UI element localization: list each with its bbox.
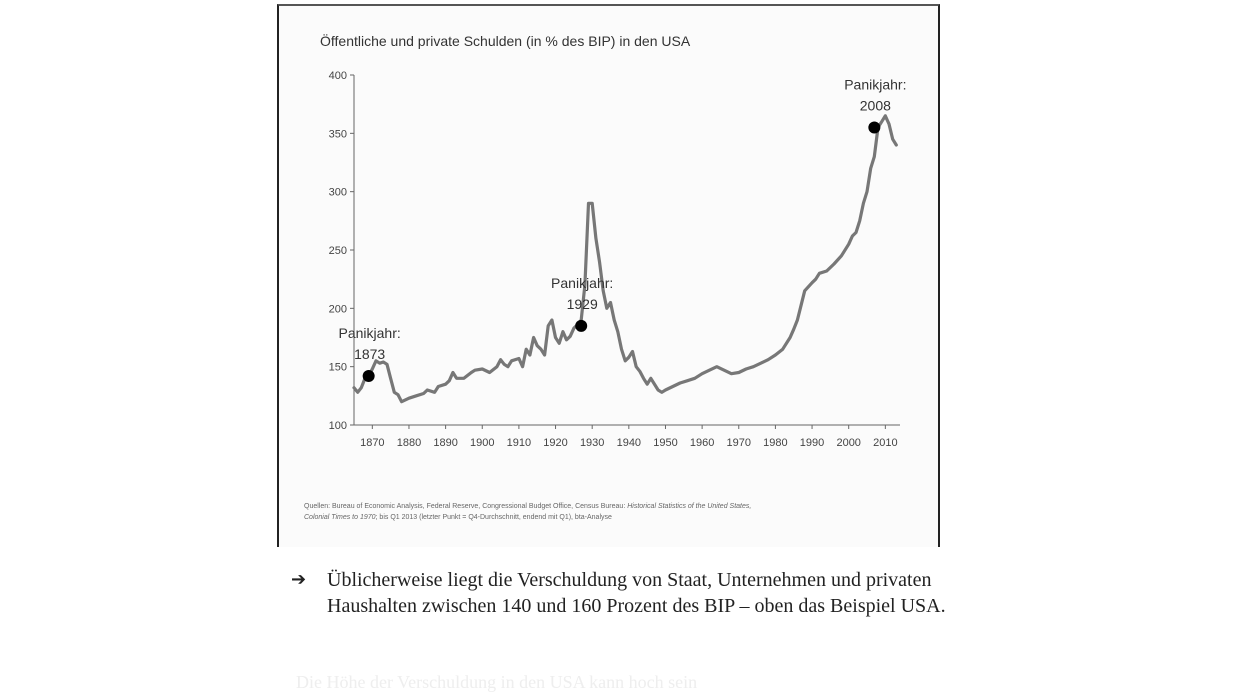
y-tick-label: 100 bbox=[329, 420, 347, 432]
panic-year-marker bbox=[868, 121, 881, 134]
annotation-label: Panikjahr: bbox=[339, 325, 401, 341]
debt-series-line bbox=[352, 114, 898, 404]
x-tick-label: 1960 bbox=[690, 437, 714, 449]
faded-next-paragraph: Die Höhe der Verschuldung in den USA kan… bbox=[296, 672, 698, 692]
x-tick-label: 2010 bbox=[873, 437, 897, 449]
chart-title: Öffentliche und private Schulden (in % d… bbox=[320, 33, 691, 49]
annotation-year: 1873 bbox=[354, 346, 385, 362]
chart-sources: Quellen: Bureau of Economic Analysis, Fe… bbox=[304, 501, 904, 523]
sources-prefix: Quellen: Bureau of Economic Analysis, Fe… bbox=[304, 503, 628, 510]
y-tick-label: 350 bbox=[329, 128, 347, 140]
chart-frame bbox=[277, 4, 940, 547]
x-tick-label: 1900 bbox=[470, 437, 494, 449]
x-tick-label: 1970 bbox=[727, 437, 751, 449]
panic-year-marker bbox=[575, 319, 588, 332]
y-tick-label: 400 bbox=[329, 70, 347, 82]
y-tick-label: 300 bbox=[329, 187, 347, 199]
annotation-year: 2008 bbox=[860, 98, 891, 114]
y-tick-label: 150 bbox=[329, 362, 347, 374]
x-tick-label: 1930 bbox=[580, 437, 604, 449]
y-tick-label: 200 bbox=[329, 303, 347, 315]
x-tick-label: 1950 bbox=[653, 437, 677, 449]
sources-subtitle-italic: Colonial Times to 1970 bbox=[304, 514, 376, 521]
x-tick-label: 1920 bbox=[543, 437, 567, 449]
annotation-label: Panikjahr: bbox=[551, 275, 613, 291]
caption-text: Üblicherweise liegt die Verschuldung von… bbox=[327, 569, 946, 617]
x-tick-label: 1980 bbox=[763, 437, 787, 449]
sources-suffix: ; bis Q1 2013 (letzter Punkt = Q4-Durchs… bbox=[375, 514, 612, 521]
x-tick-label: 1990 bbox=[800, 437, 824, 449]
x-tick-label: 1940 bbox=[617, 437, 641, 449]
arrow-icon: ➔ bbox=[291, 569, 307, 590]
panic-year-marker bbox=[362, 370, 375, 382]
annotation-label: Panikjahr: bbox=[844, 77, 906, 93]
sources-title-italic: Historical Statistics of the United Stat… bbox=[627, 503, 752, 510]
x-tick-label: 2000 bbox=[836, 437, 860, 449]
x-tick-label: 1890 bbox=[433, 437, 457, 449]
annotation-year: 1929 bbox=[567, 296, 598, 312]
x-tick-label: 1880 bbox=[397, 437, 421, 449]
y-tick-label: 250 bbox=[329, 245, 347, 257]
x-tick-label: 1910 bbox=[507, 437, 531, 449]
x-tick-label: 1870 bbox=[360, 437, 384, 449]
